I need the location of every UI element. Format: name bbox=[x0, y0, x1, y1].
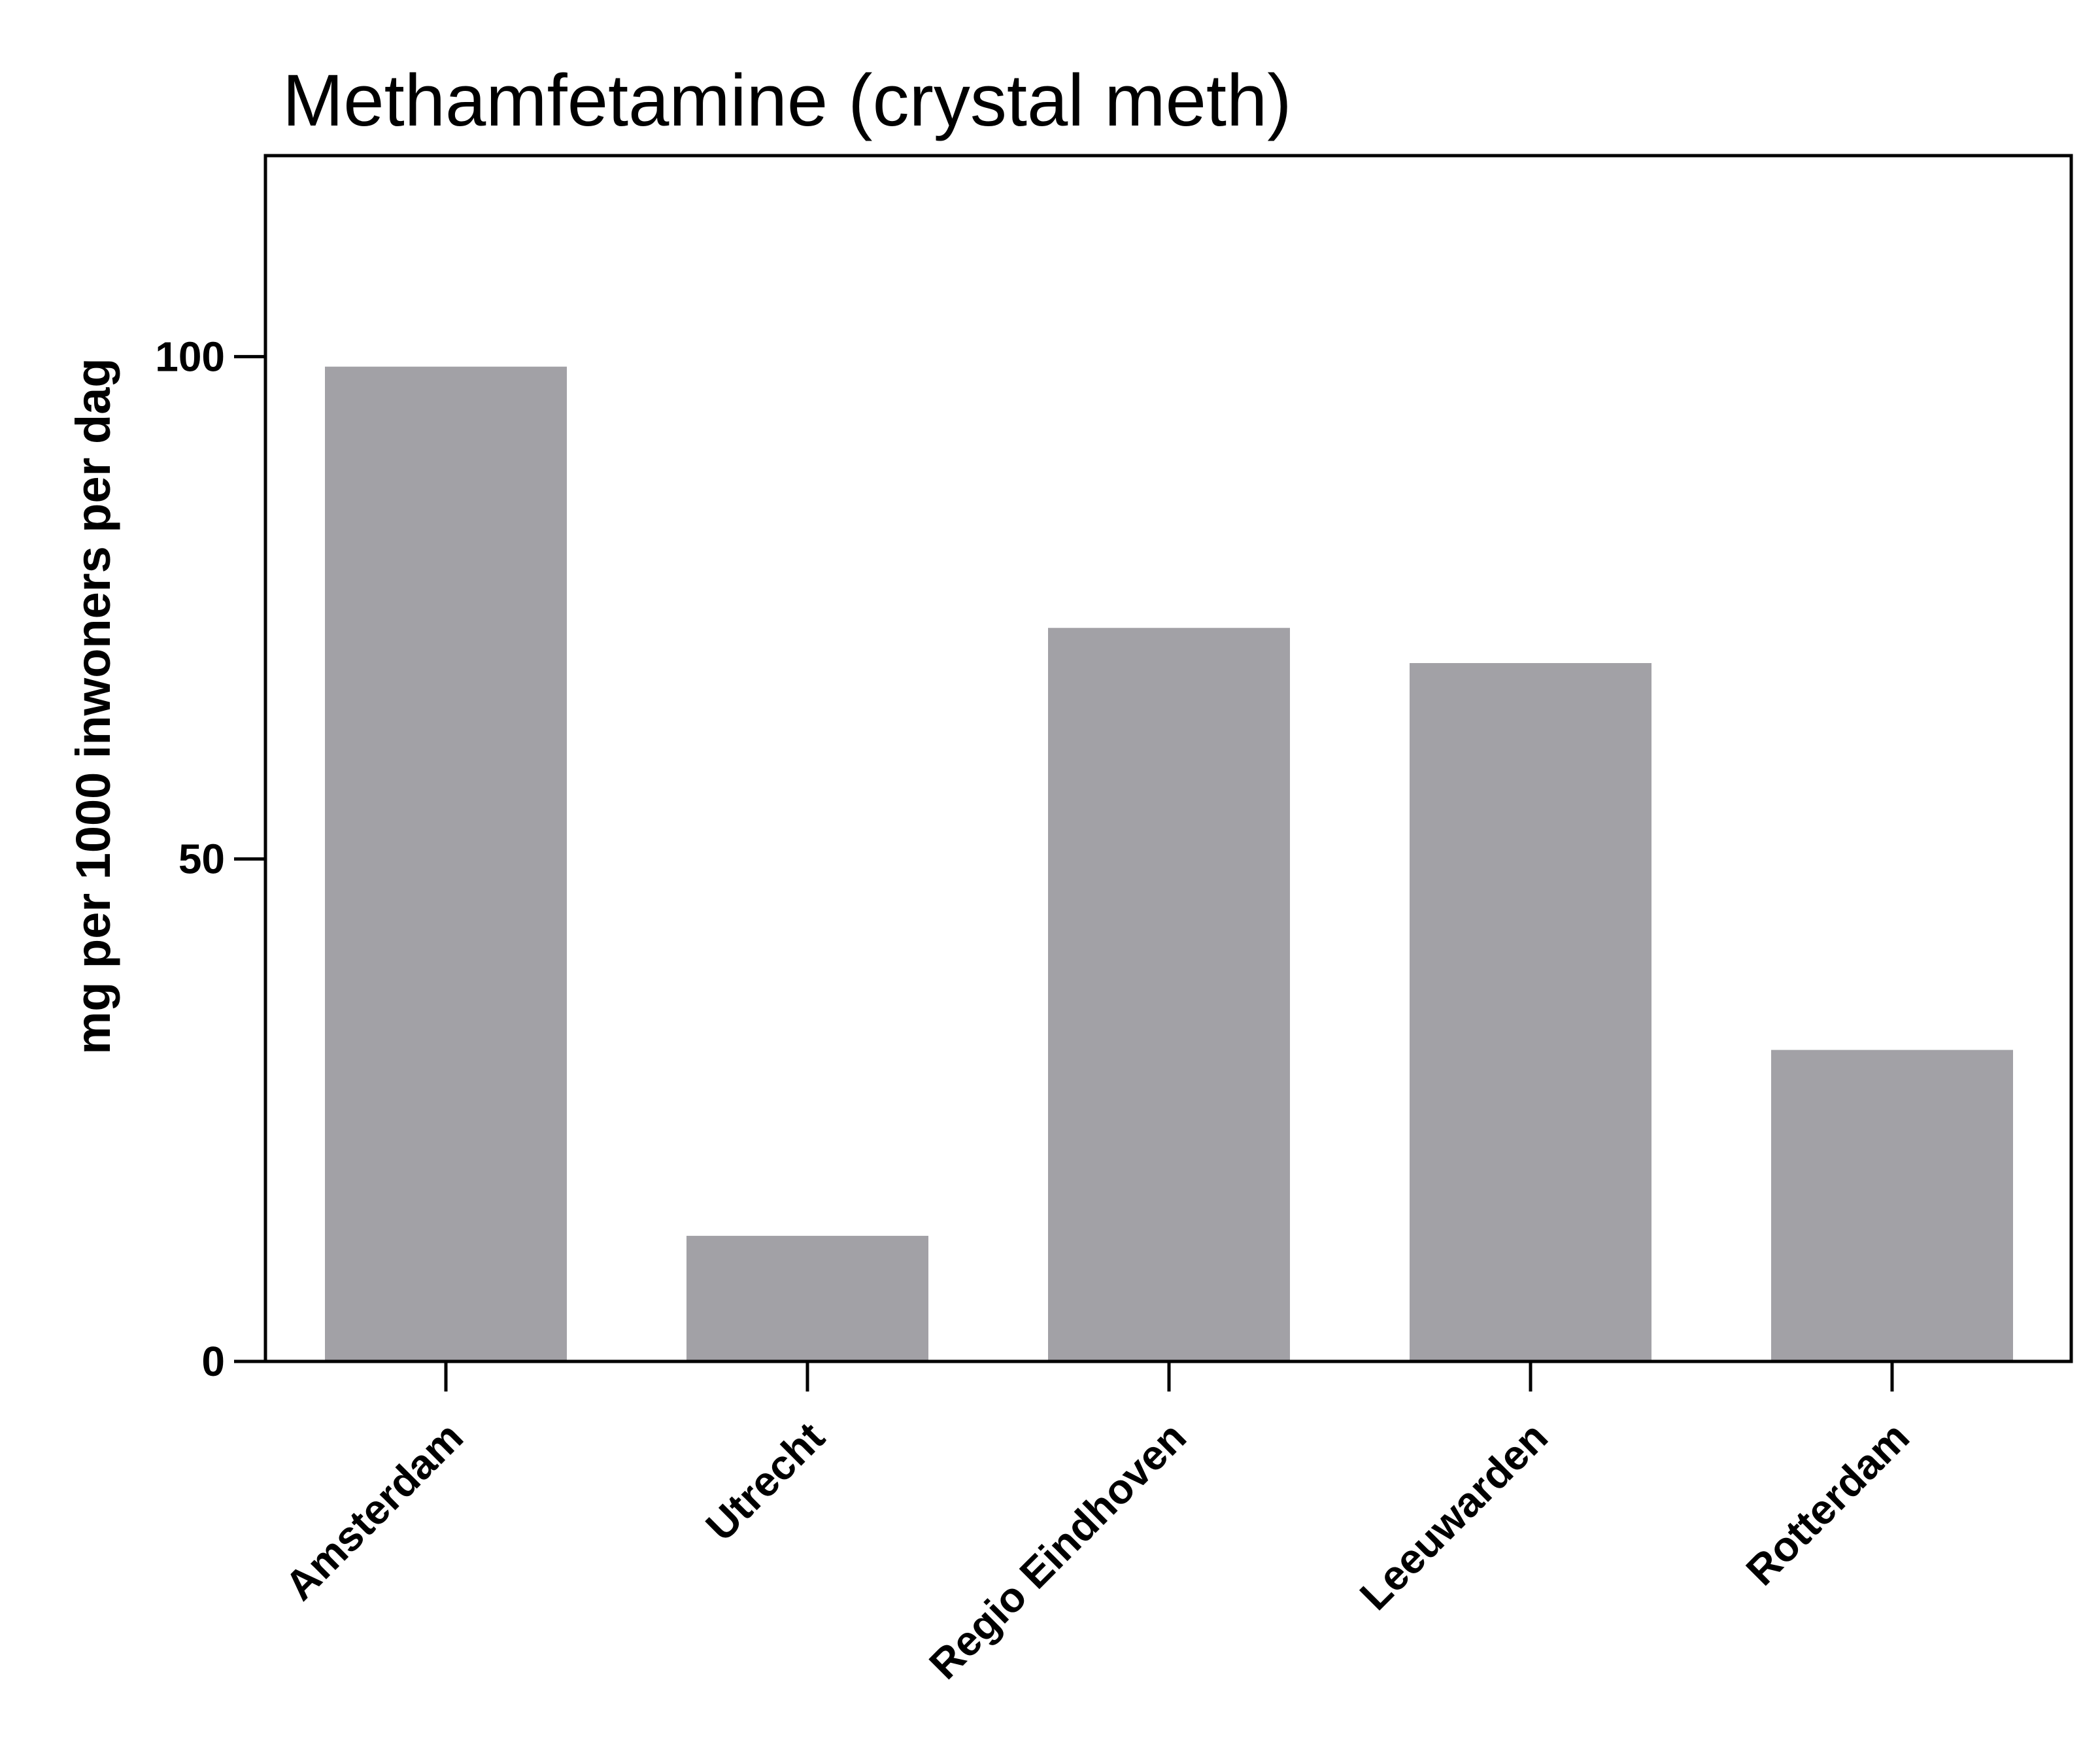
bar-utrecht bbox=[686, 1235, 928, 1361]
y-tick-label: 0 bbox=[201, 1338, 225, 1385]
bar-regio-eindhoven bbox=[1048, 628, 1290, 1361]
chart-title: Methamfetamine (crystal meth) bbox=[282, 60, 1292, 141]
bar-rotterdam bbox=[1771, 1050, 2013, 1361]
x-tick-label: Rotterdam bbox=[1737, 1413, 1918, 1594]
x-tick-label: Utrecht bbox=[697, 1413, 834, 1550]
x-axis: Amsterdam Utrecht Regio Eindhoven Leeuwarde… bbox=[276, 1361, 1918, 1688]
bar-amsterdam bbox=[325, 366, 567, 1362]
x-tick-label: Regio Eindhoven bbox=[920, 1413, 1195, 1688]
bar-leeuwarden bbox=[1410, 663, 1651, 1362]
y-tick-label: 100 bbox=[155, 333, 225, 380]
y-axis-label: mg per 1000 inwoners per dag bbox=[66, 358, 120, 1054]
y-axis: 0 50 100 bbox=[155, 333, 265, 1385]
bars-group bbox=[325, 366, 2013, 1362]
x-tick-label: Amsterdam bbox=[276, 1413, 472, 1609]
y-tick-label: 50 bbox=[178, 836, 225, 883]
x-tick-label: Leeuwarden bbox=[1351, 1413, 1557, 1619]
